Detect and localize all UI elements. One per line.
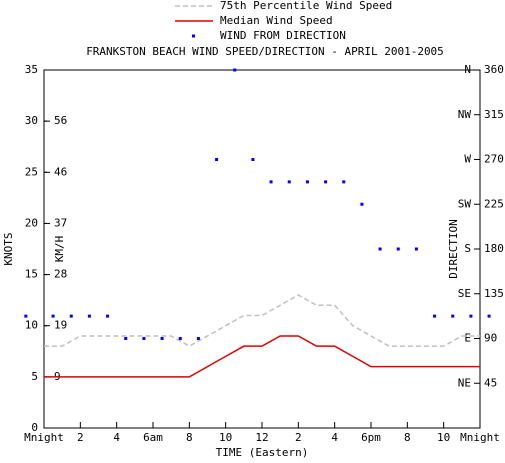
direction-dot (396, 247, 400, 251)
x-tick-label: 4 (331, 431, 338, 444)
direction-dot (305, 180, 309, 184)
x-tick-label: Mnight (24, 431, 64, 444)
direction-dot (106, 314, 110, 318)
x-tick-label: 6am (143, 431, 163, 444)
direction-dot (69, 314, 73, 318)
direction-dot (269, 180, 273, 184)
legend-label: Median Wind Speed (220, 14, 333, 27)
direction-dot (178, 337, 182, 340)
kmh-tick-label: 28 (54, 268, 67, 281)
kmh-tick-label: 37 (54, 216, 67, 229)
compass-label: SE (458, 287, 471, 300)
direction-dot (469, 314, 473, 318)
series-line (44, 294, 480, 348)
direction-dot (451, 314, 455, 318)
direction-dot (142, 337, 146, 340)
direction-dot (287, 180, 291, 184)
y-tick-label: 5 (31, 370, 38, 383)
y-tick-label: 0 (31, 421, 38, 434)
x-tick-label: 10 (437, 431, 450, 444)
compass-label: NE (458, 376, 471, 389)
y2-tick-label: 180 (484, 242, 504, 255)
compass-label: E (464, 332, 471, 345)
y-tick-label: 10 (25, 319, 38, 332)
x-tick-label: 8 (186, 431, 193, 444)
direction-dot (251, 158, 255, 161)
y2-tick-label: 45 (484, 376, 497, 389)
series-line (44, 335, 480, 378)
y-tick-label: 35 (25, 63, 38, 76)
legend-label: 75th Percentile Wind Speed (220, 0, 392, 12)
compass-label: W (464, 153, 471, 166)
y2-tick-label: 225 (484, 197, 504, 210)
legend-swatch (192, 34, 195, 38)
x-tick-label: 6pm (361, 431, 381, 444)
direction-dot (360, 202, 364, 206)
x-tick-label: 2 (295, 431, 302, 444)
direction-dot (160, 337, 164, 340)
direction-dot (24, 314, 28, 318)
y2-tick-label: 315 (484, 108, 504, 121)
x-tick-label: Mnight (460, 431, 500, 444)
direction-dot (233, 68, 237, 72)
direction-dot (51, 314, 55, 318)
kmh-tick-label: 56 (54, 114, 67, 127)
direction-dot (196, 337, 200, 340)
plot-frame (43, 69, 481, 429)
kmh-tick-label: 46 (54, 165, 67, 178)
y2-tick-label: 90 (484, 332, 497, 345)
direction-dot (342, 180, 346, 184)
compass-label: S (464, 242, 471, 255)
y2-tick-label: 270 (484, 153, 504, 166)
x-tick-label: 8 (404, 431, 411, 444)
y-tick-label: 30 (25, 114, 38, 127)
x-tick-label: 10 (219, 431, 232, 444)
y-axis-label: KNOTS (2, 232, 15, 265)
y2-tick-label: 135 (484, 287, 504, 300)
y-tick-label: 25 (25, 165, 38, 178)
direction-dot (87, 314, 91, 318)
legend-label: WIND FROM DIRECTION (220, 29, 346, 42)
x-tick-label: 4 (113, 431, 120, 444)
kmh-tick-label: 19 (54, 319, 67, 332)
direction-dot (215, 158, 219, 161)
y-tick-label: 20 (25, 216, 38, 229)
compass-label: SW (458, 197, 472, 210)
compass-label: N (464, 63, 471, 76)
y2-tick-label: 360 (484, 63, 504, 76)
x-axis-label: TIME (Eastern) (216, 446, 309, 459)
direction-dot (433, 314, 437, 318)
direction-dot (378, 247, 382, 251)
y2-axis-label: DIRECTION (447, 219, 460, 279)
direction-dot (414, 247, 418, 251)
chart-title: FRANKSTON BEACH WIND SPEED/DIRECTION - A… (86, 45, 444, 58)
x-tick-label: 12 (255, 431, 268, 444)
compass-label: NW (458, 108, 472, 121)
y-kmh-label: KM/H (53, 236, 66, 263)
x-tick-label: 2 (77, 431, 84, 444)
y-tick-label: 15 (25, 268, 38, 281)
direction-dot (487, 314, 491, 318)
direction-dot (124, 337, 128, 340)
direction-dot (324, 180, 328, 184)
